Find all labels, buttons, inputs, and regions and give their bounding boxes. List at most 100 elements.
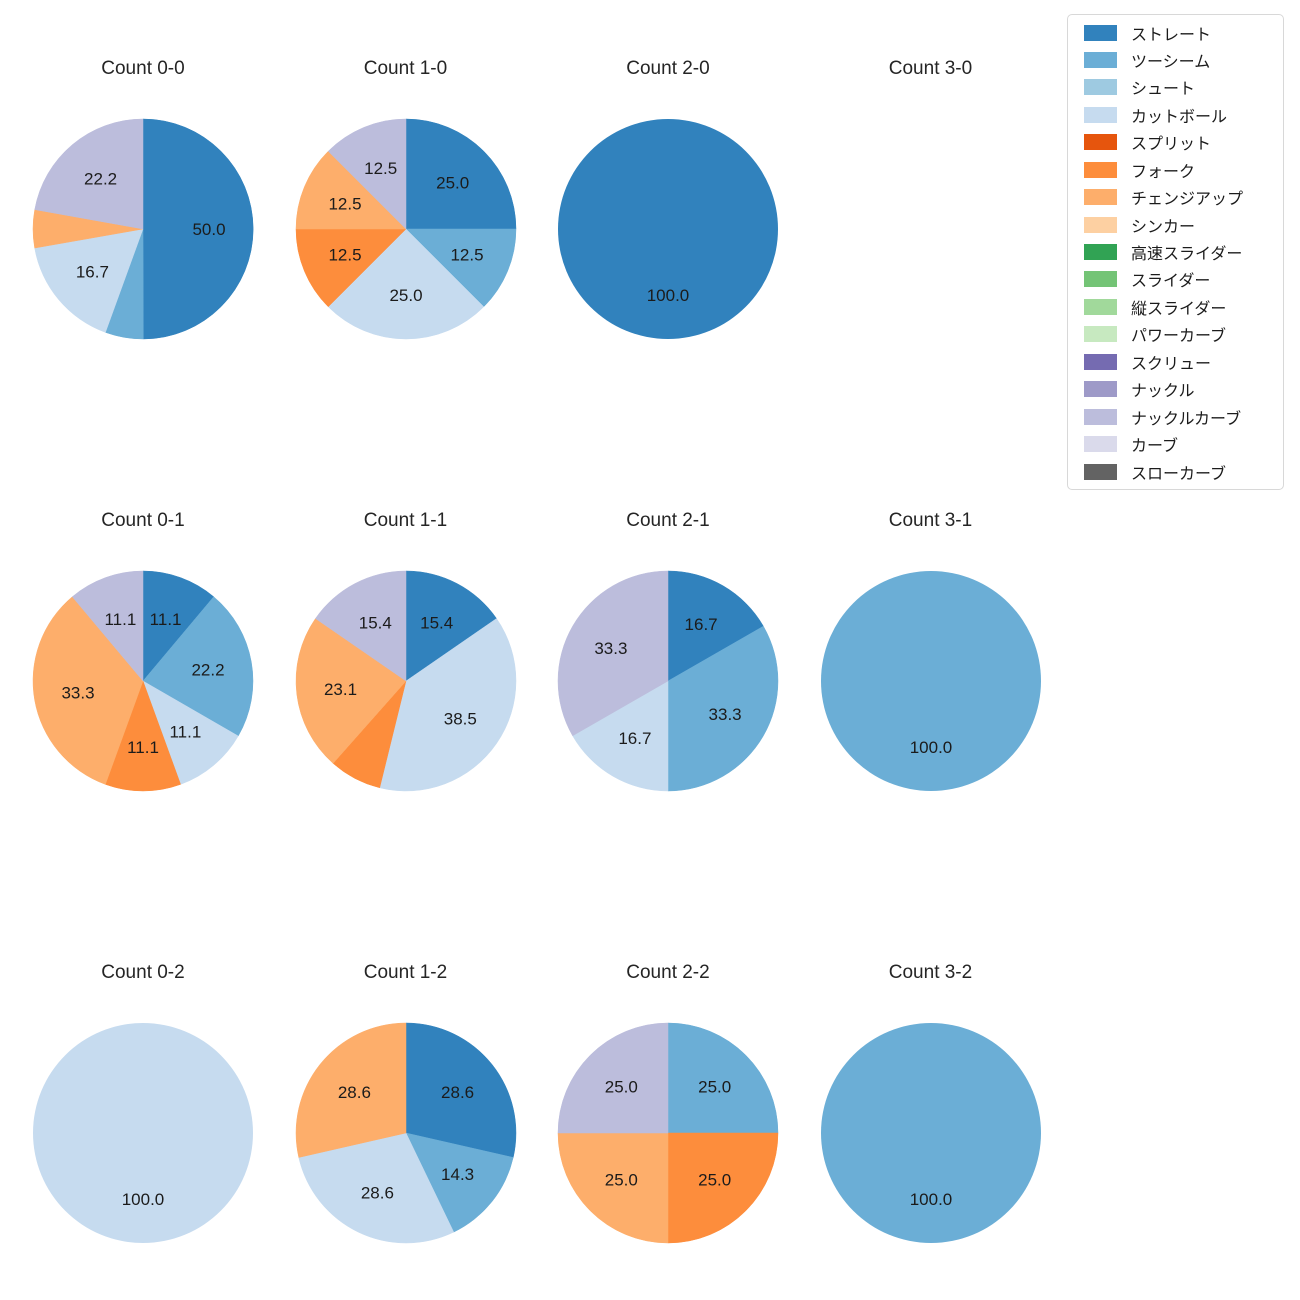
pie-slice [558, 119, 778, 339]
pie-percent-label: 100.0 [909, 1190, 952, 1209]
legend-label: スクリュー [1131, 355, 1212, 373]
legend-item: スライダー [1078, 271, 1273, 290]
pie-chart: 100.0 [820, 1023, 1041, 1243]
pie-percent-label: 16.7 [618, 729, 651, 748]
pie-slice [378, 618, 516, 792]
legend-label: スローカーブ [1131, 465, 1227, 483]
pie-slice [557, 1022, 669, 1134]
pie-slice [667, 1022, 779, 1134]
pie-slice [820, 571, 1041, 791]
pie-percent-label: 12.5 [450, 245, 483, 264]
pie-slice [71, 570, 144, 682]
pie-percent-label: 100.0 [122, 1190, 165, 1209]
pie-percent-label: 33.3 [709, 705, 742, 724]
chart-title: Count 0-0 [101, 58, 185, 79]
legend-color-swatch [1084, 51, 1117, 68]
chart-title: Count 2-0 [626, 58, 710, 79]
chart-title: Count 1-0 [363, 58, 448, 79]
legend-color-swatch [1084, 79, 1117, 96]
pie-percent-label: 15.4 [358, 614, 391, 633]
pie-slice [405, 570, 497, 682]
pie-percent-label: 28.6 [441, 1083, 474, 1102]
pie-slice [33, 1023, 253, 1243]
legend-item: シュート [1078, 79, 1273, 98]
legend-item: ストレート [1078, 24, 1273, 44]
legend-label: ストレート [1131, 26, 1212, 44]
legend-color-swatch [1084, 436, 1117, 453]
chart-title: Count 1-1 [363, 510, 448, 531]
pie-percent-label: 28.6 [337, 1083, 370, 1102]
legend-label: スプリット [1131, 136, 1212, 154]
legend-item: カットボール [1078, 106, 1273, 126]
legend-label: カーブ [1131, 438, 1179, 456]
pie-slice [327, 118, 406, 230]
pie-percent-label: 11.1 [104, 610, 136, 629]
legend-label: チェンジアップ [1131, 191, 1244, 209]
pie-chart: 50.0 16.7 22.2 [32, 118, 254, 340]
pie-percent-label: 25.0 [436, 173, 469, 192]
pie-slice [295, 1022, 406, 1158]
legend-label: シンカー [1131, 218, 1196, 236]
pie-slice [34, 228, 144, 333]
pie-slice [295, 150, 407, 230]
pie-slice [327, 228, 484, 340]
pie-chart: 15.4 38.5 23.1 15.4 [295, 570, 516, 792]
pie-percent-label: 25.0 [389, 286, 422, 305]
legend-item: シンカー [1078, 216, 1273, 236]
legend-item: チェンジアップ [1078, 189, 1273, 208]
pie-slice [142, 596, 254, 737]
legend-item: スクリュー [1078, 353, 1273, 373]
legend-color-swatch [1084, 408, 1117, 425]
pie-slice [667, 625, 779, 792]
pie-chart: 100.0 [33, 1023, 253, 1243]
pie-percent-label: 100.0 [909, 738, 952, 757]
chart-title: Count 2-2 [626, 962, 710, 983]
pie-percent-label: 33.3 [61, 683, 94, 702]
pie-percent-label: 22.2 [84, 169, 117, 188]
legend-color-swatch [1084, 463, 1117, 480]
pie-percent-label: 16.7 [685, 615, 718, 634]
legend-color-swatch [1084, 271, 1117, 288]
pie-slice [34, 118, 144, 230]
pie-slice [820, 1023, 1041, 1243]
chart-title: Count 0-1 [101, 510, 185, 531]
pie-percent-label: 38.5 [443, 709, 476, 728]
pie-percent-label: 100.0 [647, 286, 690, 305]
legend-label: ナックルカーブ [1131, 410, 1242, 428]
pie-chart: 100.0 [820, 571, 1041, 791]
legend-item: ナックルカーブ [1078, 408, 1273, 428]
legend-color-swatch [1084, 161, 1117, 178]
pie-chart: 100.0 [558, 119, 778, 339]
legend-color-swatch [1084, 106, 1117, 123]
legend-item: 高速スライダー [1078, 244, 1273, 263]
legend-item: フォーク [1078, 161, 1273, 181]
legend-item: 縦スライダー [1078, 298, 1273, 318]
pie-slice [572, 680, 669, 792]
legend-label: ナックル [1131, 383, 1195, 401]
pie-chart: 28.6 14.3 28.6 28.6 [295, 1022, 516, 1244]
legend-label: スライダー [1131, 273, 1211, 291]
legend-item: カーブ [1078, 436, 1273, 455]
pie-slice [295, 228, 407, 308]
legend-label: ツーシーム [1131, 53, 1211, 71]
pie-slice [404, 228, 516, 308]
pie-slice [142, 570, 215, 682]
pie-percent-label: 33.3 [594, 639, 627, 658]
chart-title: Count 0-2 [101, 962, 185, 983]
legend-color-swatch [1084, 353, 1117, 370]
chart-title: Count 2-1 [626, 510, 710, 531]
legend-label: フォーク [1131, 163, 1196, 181]
pie-percent-label: 22.2 [191, 660, 224, 679]
legend-label: パワーカーブ [1131, 328, 1227, 346]
legend-label: 高速スライダー [1131, 246, 1243, 263]
pie-chart: 25.012.525.012.512.512.5 [295, 118, 516, 340]
pie-slice [405, 118, 516, 230]
pie-slice [105, 680, 181, 792]
legend-label: カットボール [1131, 108, 1228, 126]
pie-slice [557, 1132, 669, 1244]
legend-item: パワーカーブ [1078, 326, 1273, 345]
pie-chart: 11.1 22.2 11.1 11.1 33.3 11.1 [32, 570, 254, 792]
legend: ストレートツーシームシュートカットボール スプリットフォークチェンジアップ シンカー… [1067, 14, 1284, 490]
legend-color-swatch [1084, 134, 1117, 151]
